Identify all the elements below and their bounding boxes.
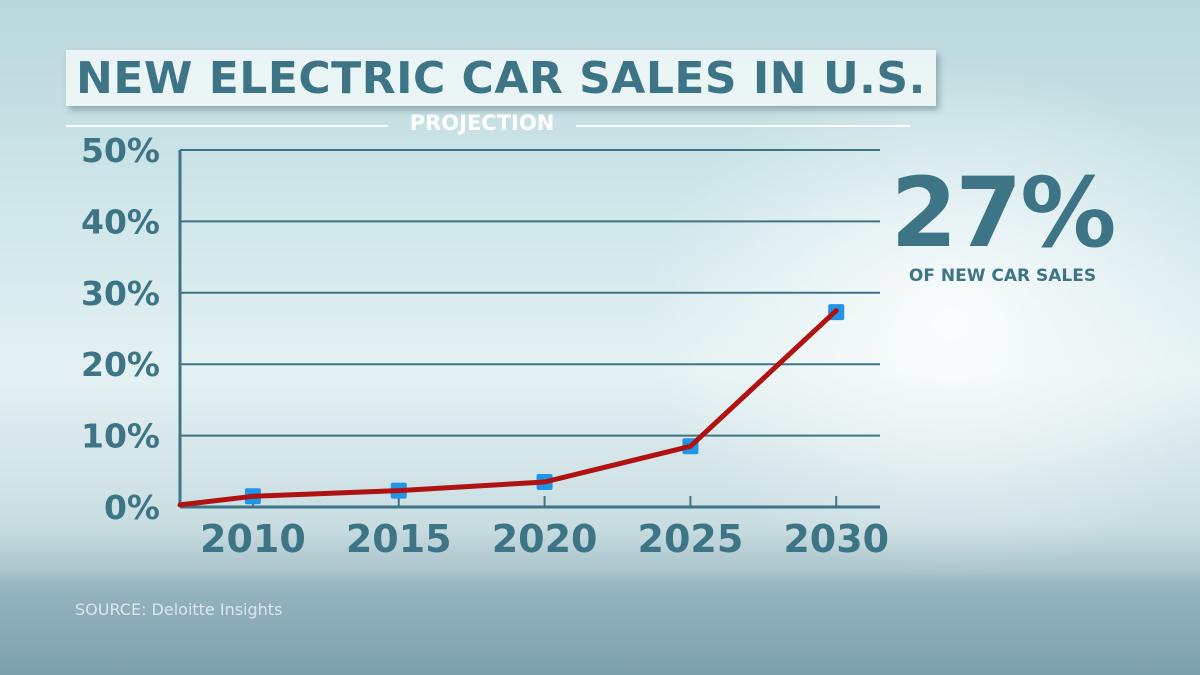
y-tick-label-20: 20% <box>81 345 160 384</box>
y-tick-label-50: 50% <box>81 131 160 170</box>
title-banner: NEW ELECTRIC CAR SALES IN U.S. <box>66 50 936 106</box>
y-tick-label-40: 40% <box>81 202 160 241</box>
chart-title: NEW ELECTRIC CAR SALES IN U.S. <box>76 52 926 104</box>
subtitle-rule-right <box>576 125 910 127</box>
x-tick-labels: 2010 2015 2020 2025 2030 <box>200 517 889 561</box>
x-tick-label-2025: 2025 <box>638 517 744 561</box>
y-tick-label-30: 30% <box>81 274 160 313</box>
highlight-value: 27% <box>890 157 1117 269</box>
x-tick-label-2015: 2015 <box>346 517 452 561</box>
chart-subtitle: PROJECTION <box>409 111 555 135</box>
x-tick-label-2020: 2020 <box>492 517 598 561</box>
x-tick-label-2030: 2030 <box>783 517 889 561</box>
x-tick-label-2010: 2010 <box>200 517 306 561</box>
subtitle-rule-left <box>66 125 388 127</box>
y-tick-label-10: 10% <box>81 417 160 456</box>
y-tick-labels: 0% 10% 20% 30% 40% 50% <box>81 131 160 527</box>
highlight-caption: OF NEW CAR SALES <box>908 266 1097 286</box>
series-line-0 <box>177 308 839 508</box>
marker-layer <box>244 304 845 505</box>
y-tick-label-0: 0% <box>104 488 160 527</box>
source-note: SOURCE: Deloitte Insights <box>75 600 283 619</box>
axis-layer <box>178 150 880 509</box>
background-sea <box>0 575 1200 675</box>
line-layer <box>177 308 839 508</box>
grid-layer <box>180 149 880 437</box>
